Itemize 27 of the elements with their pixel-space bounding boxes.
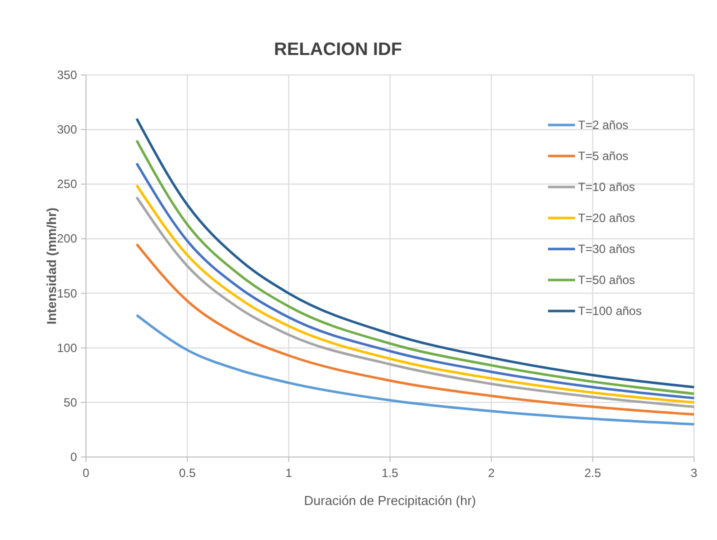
x-tick-label: 0	[82, 466, 90, 480]
y-tick-label: 300	[56, 122, 78, 137]
legend-label: T=100 años	[578, 304, 642, 318]
x-tick-label: 3	[690, 466, 698, 480]
y-tick-label: 50	[64, 395, 78, 410]
y-tick-label: 150	[56, 286, 78, 300]
x-tick-label: 1.5	[382, 466, 399, 480]
x-tick-label: 2.5	[584, 466, 602, 480]
x-axis-title: Duración de Precipitación (hr)	[304, 493, 476, 508]
legend-label: T=5 años	[578, 149, 628, 163]
legend-label: T=20 años	[578, 211, 636, 225]
legend-label: T=50 años	[578, 273, 636, 287]
y-tick-label: 350	[56, 68, 78, 82]
x-tick-label: 2	[488, 466, 495, 480]
line-series	[135, 314, 696, 426]
y-tick-label: 250	[56, 177, 78, 192]
x-tick-label: 0.5	[178, 466, 196, 480]
legend-label: T=2 años	[578, 118, 628, 132]
y-tick-label: 100	[56, 340, 78, 355]
y-axis-title: Intensidad (mm/hr)	[44, 207, 59, 325]
y-tick-label: 0	[70, 450, 78, 464]
legend-label: T=30 años	[578, 242, 636, 256]
y-tick-label: 200	[56, 232, 78, 246]
legend-label: T=10 años	[578, 180, 636, 194]
line-series	[135, 242, 696, 416]
x-tick-label: 1	[285, 466, 292, 480]
chart-title: RELACION IDF	[274, 39, 402, 59]
